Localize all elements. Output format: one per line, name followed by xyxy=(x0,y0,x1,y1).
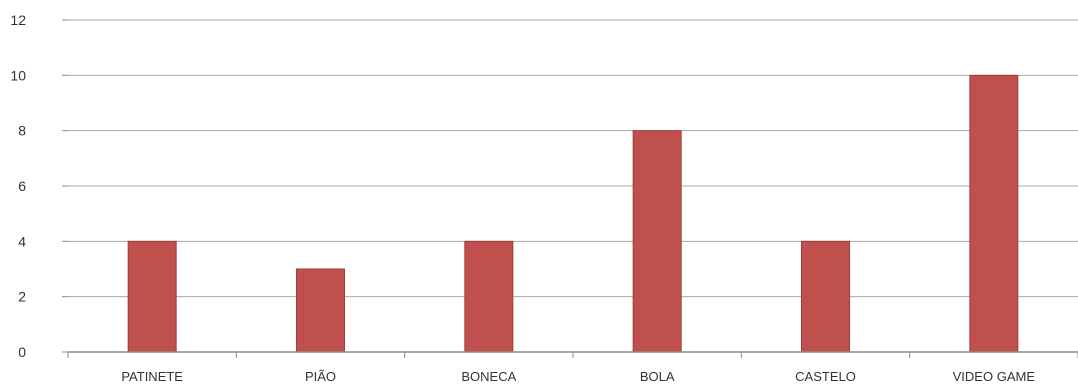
y-axis-ticks: 0 2 4 6 8 10 12 xyxy=(10,12,68,360)
y-tick-label: 2 xyxy=(18,289,26,305)
x-tick-label: CASTELO xyxy=(795,369,856,384)
x-tick-label: VIDEO GAME xyxy=(953,369,1036,384)
x-axis-labels: PATINETE PIÃO BONECA BOLA CASTELO VIDEO GAME xyxy=(121,369,1035,384)
x-tick-label: PATINETE xyxy=(121,369,183,384)
y-tick-label: 12 xyxy=(10,12,26,28)
y-tick-label: 0 xyxy=(18,344,26,360)
bar-boneca xyxy=(464,240,514,353)
x-axis xyxy=(67,351,1078,358)
bar-castelo xyxy=(801,240,850,353)
x-tick-label: BOLA xyxy=(640,369,675,384)
bar-video-game xyxy=(969,74,1019,353)
bar-pi-o xyxy=(296,268,345,353)
x-tick-label: BONECA xyxy=(461,369,516,384)
bar-patinete xyxy=(127,240,177,353)
x-tick-label: PIÃO xyxy=(305,369,336,384)
y-tick-label: 6 xyxy=(18,178,26,194)
y-tick-label: 10 xyxy=(10,67,26,83)
y-tick-label: 8 xyxy=(18,123,26,139)
gridlines xyxy=(68,19,1078,298)
y-tick-label: 4 xyxy=(18,233,26,249)
bar-bola xyxy=(632,130,682,353)
bars xyxy=(127,74,1019,353)
